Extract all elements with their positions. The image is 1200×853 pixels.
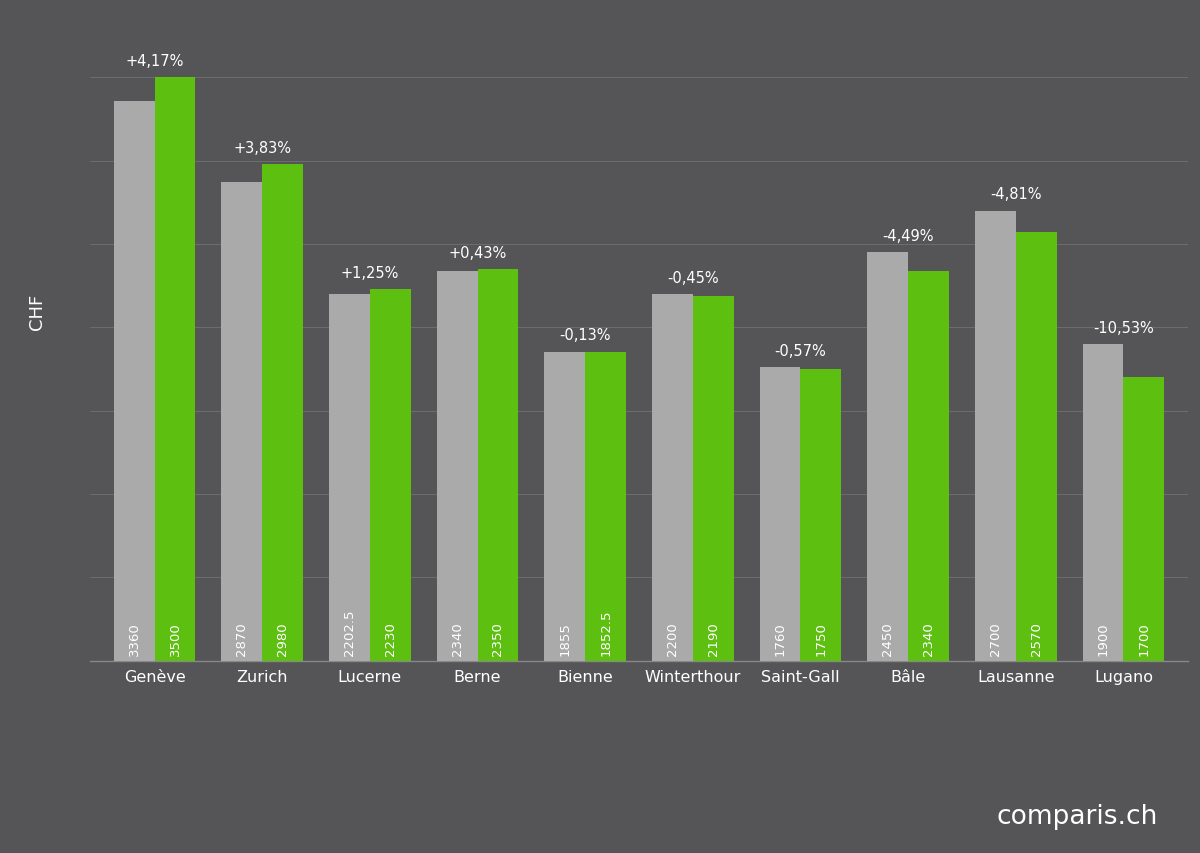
Text: 2202.5: 2202.5 (343, 609, 356, 655)
Bar (692, 296, 733, 661)
Bar (329, 294, 370, 661)
Text: 2980: 2980 (276, 622, 289, 655)
Bar (437, 271, 478, 661)
Text: 2700: 2700 (989, 622, 1002, 655)
Text: comparis.ch: comparis.ch (997, 804, 1158, 829)
Text: 3360: 3360 (127, 622, 140, 655)
Text: 1700: 1700 (1138, 622, 1151, 655)
Text: 2570: 2570 (1030, 622, 1043, 655)
Text: 1852.5: 1852.5 (599, 609, 612, 655)
Text: +1,25%: +1,25% (341, 265, 400, 281)
Bar (974, 212, 1015, 661)
Bar (545, 352, 586, 661)
Text: 1855: 1855 (558, 622, 571, 655)
Text: 2450: 2450 (881, 622, 894, 655)
Text: -0,57%: -0,57% (774, 344, 827, 359)
Text: -0,45%: -0,45% (667, 270, 719, 286)
Text: +4,17%: +4,17% (126, 54, 184, 69)
Text: 2350: 2350 (492, 622, 504, 655)
Bar (868, 253, 908, 661)
Text: 1760: 1760 (774, 622, 786, 655)
Text: +3,83%: +3,83% (233, 141, 292, 155)
Text: 2230: 2230 (384, 622, 397, 655)
Bar (908, 271, 949, 661)
Bar (263, 165, 304, 661)
Text: 2190: 2190 (707, 622, 720, 655)
Text: -4,81%: -4,81% (990, 188, 1042, 202)
Bar (221, 183, 263, 661)
Bar (1015, 233, 1057, 661)
Text: -4,49%: -4,49% (882, 229, 934, 244)
Bar (652, 294, 692, 661)
Text: 1750: 1750 (815, 622, 828, 655)
Bar (760, 368, 800, 661)
Text: +0,43%: +0,43% (449, 246, 506, 260)
Bar (370, 290, 410, 661)
Bar (478, 270, 518, 661)
Bar (114, 102, 155, 661)
Text: 2200: 2200 (666, 622, 679, 655)
Text: 3500: 3500 (168, 622, 181, 655)
Text: -0,13%: -0,13% (559, 328, 611, 343)
Bar (1123, 378, 1164, 661)
Text: 1900: 1900 (1097, 622, 1110, 655)
Text: CHF: CHF (29, 293, 47, 329)
Bar (800, 369, 841, 661)
Bar (1082, 345, 1123, 661)
Text: 2870: 2870 (235, 622, 248, 655)
Text: 2340: 2340 (450, 622, 463, 655)
Bar (586, 352, 626, 661)
Bar (155, 78, 196, 661)
Text: -10,53%: -10,53% (1093, 321, 1153, 335)
Text: 2340: 2340 (922, 622, 935, 655)
